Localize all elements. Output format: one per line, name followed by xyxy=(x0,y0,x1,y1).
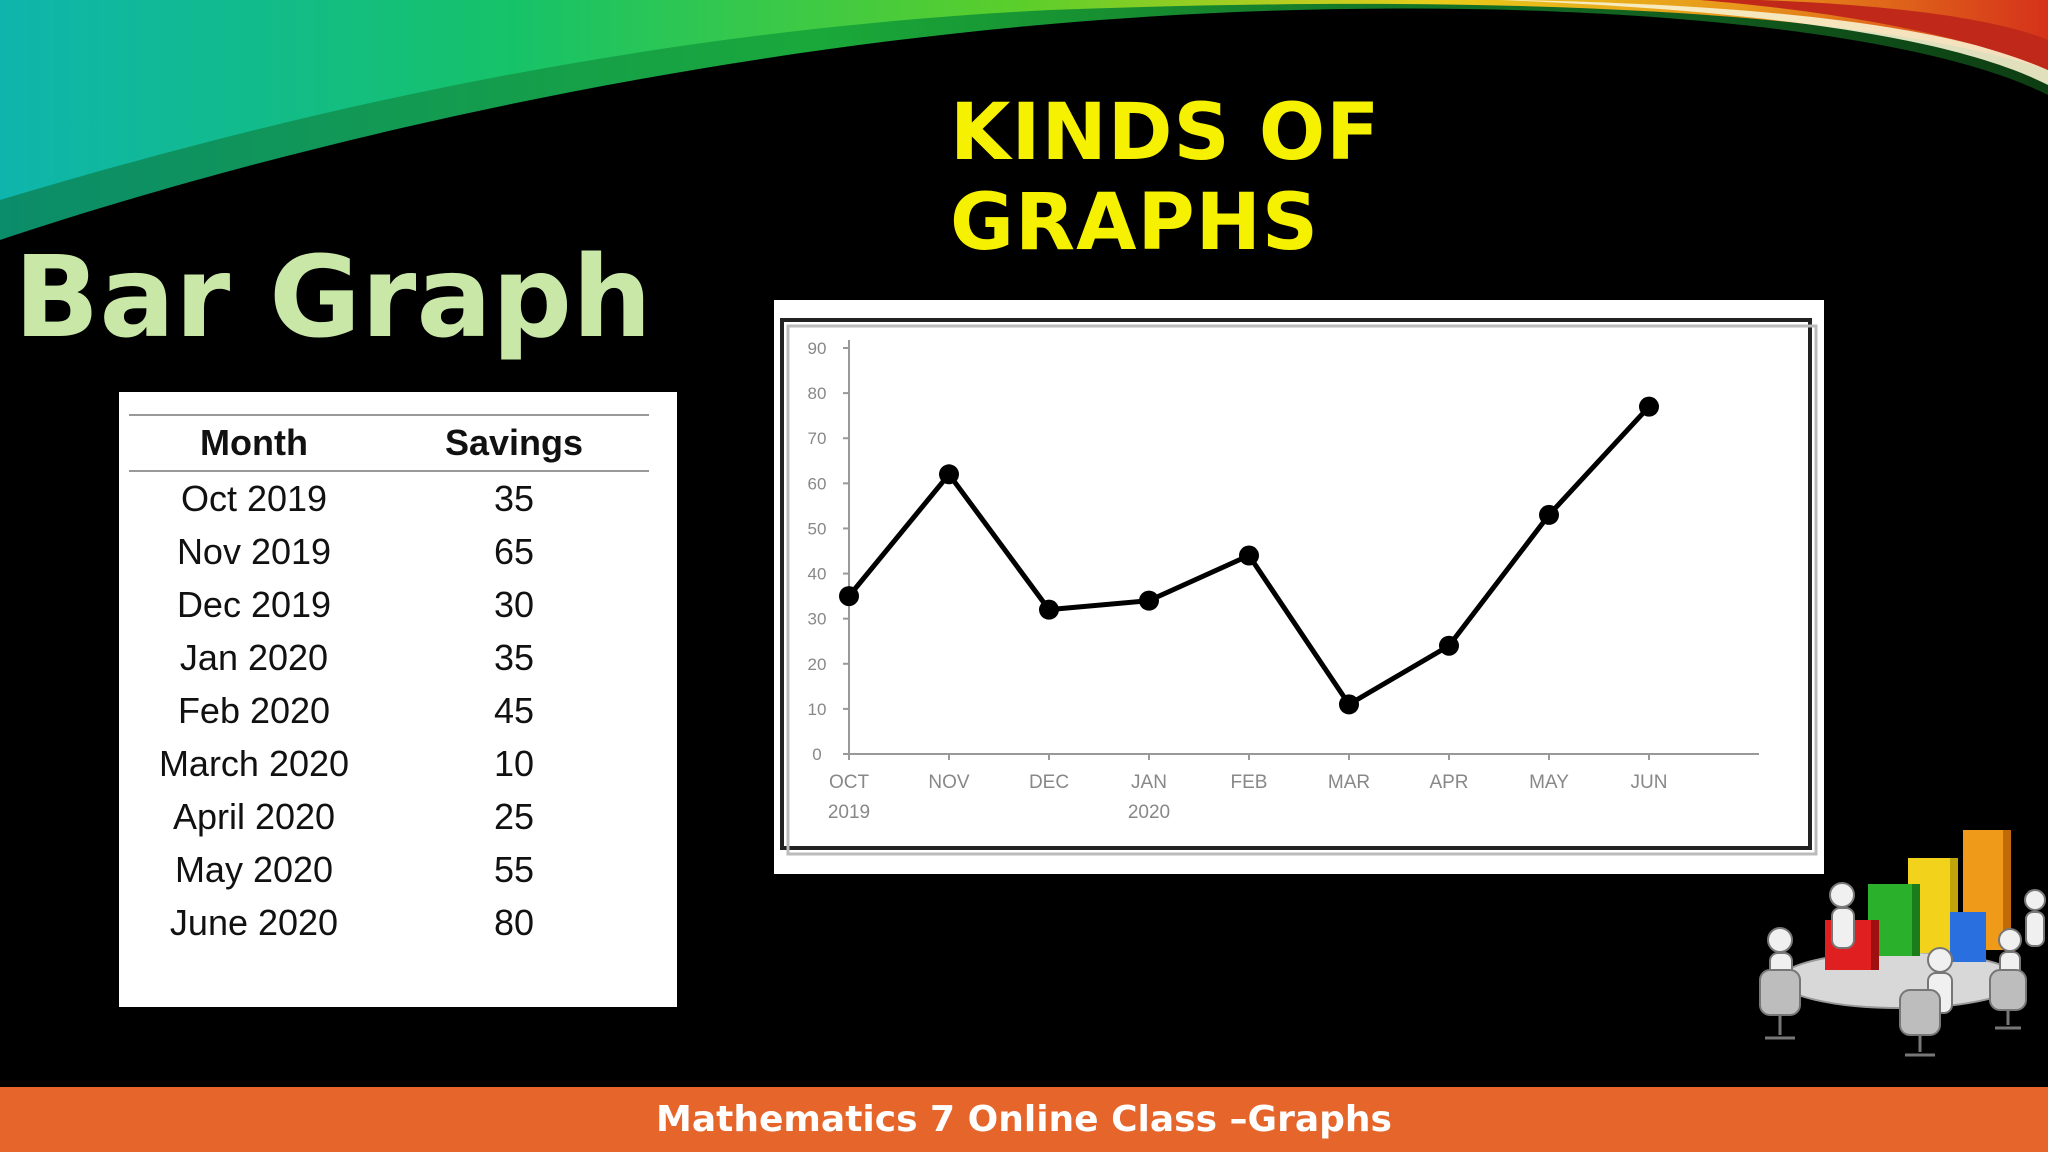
cell-month: March 2020 xyxy=(158,742,350,784)
footer-text: Mathematics 7 Online Class –Graphs xyxy=(656,1099,1392,1140)
x-tick-label: FEB xyxy=(1231,772,1268,793)
data-point xyxy=(939,464,959,485)
table-row: Feb 2020 45 xyxy=(129,684,649,737)
slide-title: KINDS OF GRAPHS xyxy=(950,88,1381,268)
table-row: Jan 2020 35 xyxy=(129,631,649,684)
chart-ticks: 0 10 20 30 40 50 60 70 80 90 OCT 2019 NOV DEC JAN 2020 F… xyxy=(808,339,1668,823)
data-point xyxy=(1439,635,1459,656)
column-header-month: Month xyxy=(129,414,379,472)
x-tick-label: NOV xyxy=(928,772,970,793)
savings-table: Month Savings Oct 2019 35 Nov 2019 65 Dec … xyxy=(129,414,649,949)
table-row: April 2020 25 xyxy=(129,790,649,843)
line-chart: 0 10 20 30 40 50 60 70 80 90 OCT 2019 NOV DEC JAN 2020 F… xyxy=(780,318,1818,856)
data-point xyxy=(1239,545,1259,566)
cell-month: Dec 2019 xyxy=(176,583,332,625)
y-tick-label: 80 xyxy=(808,384,827,403)
cell-month: Feb 2020 xyxy=(177,689,331,731)
data-point xyxy=(1139,590,1159,611)
chart-axes xyxy=(848,340,1759,755)
chart-frame-shadow xyxy=(786,324,1818,856)
table-row: June 2020 80 xyxy=(129,896,649,949)
y-tick-label: 70 xyxy=(808,429,827,448)
cell-savings: 10 xyxy=(493,742,535,784)
y-tick-label: 50 xyxy=(808,519,827,538)
y-tick-label: 40 xyxy=(808,565,827,584)
y-tick-label: 30 xyxy=(808,610,827,629)
y-tick-label: 0 xyxy=(812,745,821,764)
cell-savings: 55 xyxy=(493,848,535,890)
x-tick-label: MAR xyxy=(1328,772,1370,793)
cell-savings: 65 xyxy=(493,530,535,572)
y-tick-label: 90 xyxy=(808,339,827,358)
table-header-row: Month Savings xyxy=(129,414,649,472)
x-tick-label: DEC xyxy=(1029,772,1069,793)
cell-savings: 35 xyxy=(493,636,535,678)
table-row: Nov 2019 65 xyxy=(129,525,649,578)
savings-table-card: Month Savings Oct 2019 35 Nov 2019 65 Dec … xyxy=(119,392,677,1007)
cell-savings: 45 xyxy=(493,689,535,731)
x-tick-label: OCT 2019 xyxy=(828,772,870,823)
cell-month: April 2020 xyxy=(172,795,336,837)
chart-series xyxy=(839,396,1659,715)
data-point xyxy=(1039,599,1059,620)
section-heading: Bar Graph xyxy=(14,233,652,363)
data-point xyxy=(1639,396,1659,417)
table-row: May 2020 55 xyxy=(129,843,649,896)
line-chart-card: 0 10 20 30 40 50 60 70 80 90 OCT 2019 NOV DEC JAN 2020 F… xyxy=(774,300,1824,874)
column-header-savings: Savings xyxy=(379,414,649,472)
decorative-swoosh xyxy=(0,0,2048,240)
y-tick-label: 20 xyxy=(808,655,827,674)
data-point xyxy=(1539,504,1559,525)
meeting-bar-chart-illustration xyxy=(1759,830,2046,1057)
cell-month: June 2020 xyxy=(169,901,339,943)
cell-savings: 80 xyxy=(493,901,535,943)
x-tick-label: JAN 2020 xyxy=(1128,772,1170,823)
y-tick-label: 10 xyxy=(808,700,827,719)
table-row: Dec 2019 30 xyxy=(129,578,649,631)
table-row: Oct 2019 35 xyxy=(129,471,649,525)
cell-month: May 2020 xyxy=(174,848,334,890)
cell-month: Oct 2019 xyxy=(180,477,328,519)
data-point xyxy=(1339,694,1359,715)
cell-savings: 25 xyxy=(493,795,535,837)
cell-savings: 30 xyxy=(493,583,535,625)
table-row: March 2020 10 xyxy=(129,737,649,790)
chart-frame xyxy=(780,318,1812,850)
data-point xyxy=(839,586,859,607)
cell-savings: 35 xyxy=(493,477,535,519)
footer-bar: Mathematics 7 Online Class –Graphs xyxy=(0,1087,2048,1152)
cell-month: Jan 2020 xyxy=(179,636,329,678)
x-tick-label: MAY xyxy=(1529,772,1569,793)
cell-month: Nov 2019 xyxy=(176,530,332,572)
x-tick-label: APR xyxy=(1429,772,1468,793)
x-tick-label: JUN xyxy=(1631,772,1668,793)
y-tick-label: 60 xyxy=(808,474,827,493)
